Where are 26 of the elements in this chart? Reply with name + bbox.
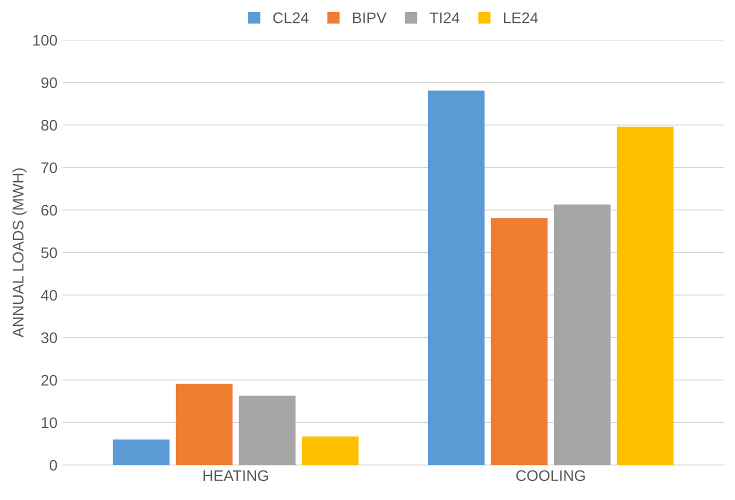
- bar: [616, 126, 674, 465]
- bar: [428, 90, 485, 465]
- x-tick-label: COOLING: [516, 470, 585, 482]
- bar: [238, 396, 296, 465]
- y-tick-label: 10: [42, 417, 58, 428]
- y-tick-label: 50: [41, 247, 58, 258]
- legend-label: LE24: [504, 12, 538, 24]
- y-tick-label: 60: [41, 204, 58, 216]
- y-tick-label: 80: [41, 120, 58, 131]
- y-tick-label: 0: [50, 460, 58, 471]
- y-axis-title: ANNUAL LOADS (MWH): [12, 168, 27, 338]
- legend-label: CL24: [273, 12, 309, 24]
- bar: [490, 218, 548, 465]
- bar: [176, 384, 233, 465]
- y-tick-label: 30: [41, 332, 58, 344]
- legend-label: TI24: [430, 12, 460, 24]
- y-tick-label: 100: [33, 34, 58, 46]
- bar: [302, 436, 359, 465]
- y-tick-label: 90: [41, 77, 58, 88]
- y-tick-label: 40: [40, 290, 58, 301]
- y-tick-label: 20: [41, 374, 58, 386]
- y-tick-label: 70: [41, 162, 58, 174]
- x-tick-label: HEATING: [204, 470, 268, 482]
- legend-label: BIPV: [353, 12, 387, 24]
- bar: [554, 204, 611, 465]
- bar: [112, 440, 170, 465]
